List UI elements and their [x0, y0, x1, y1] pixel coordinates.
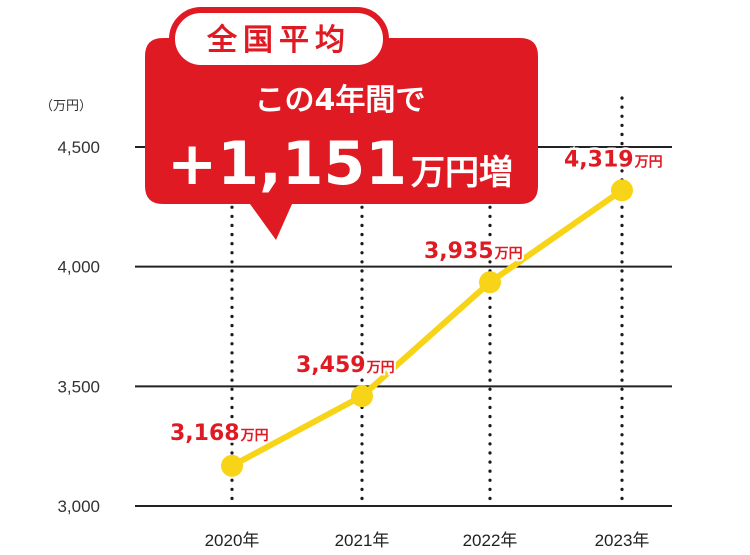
data-points [221, 179, 633, 477]
y-axis-unit-label: （万円） [40, 99, 92, 114]
callout-pill-text: 全国平均 [206, 23, 351, 58]
data-point [611, 179, 633, 202]
callout-subtitle: この4年間で [255, 83, 426, 118]
callout-headline: +1,151 万円増 [167, 129, 513, 199]
callout-pill [169, 7, 389, 71]
y-tick-label: 3,000 [57, 497, 100, 516]
y-tick-label: 4,000 [57, 258, 100, 277]
series-line [229, 187, 625, 469]
data-label: 3,168万円 [170, 421, 269, 446]
data-label: 3,459万円 [296, 353, 395, 378]
data-label-unit: 万円 [634, 154, 663, 170]
data-label-unit: 万円 [494, 246, 523, 262]
y-axis-tick-labels: 3,000 3,500 4,000 4,500 [57, 138, 100, 516]
data-label-value: 3,459 [296, 353, 366, 378]
callout-body [145, 38, 538, 240]
data-label-unit: 万円 [366, 360, 395, 376]
x-tick-label: 2021年 [335, 531, 390, 550]
x-tick-label: 2022年 [463, 531, 518, 550]
data-label-value: 3,168 [170, 421, 240, 446]
data-label: 4,319万円 [564, 147, 663, 172]
x-tick-label: 2023年 [595, 531, 650, 550]
data-point [221, 454, 243, 477]
data-label-unit: 万円 [240, 428, 269, 444]
data-point [479, 271, 501, 294]
data-label: 3,935万円 [424, 239, 523, 264]
callout-big-value: +1,151 [167, 129, 407, 199]
callout-bubble: 全国平均 この4年間で +1,151 万円増 [145, 7, 538, 240]
y-tick-label: 3,500 [57, 377, 100, 396]
callout-big-unit: 万円増 [411, 153, 513, 193]
y-tick-label: 4,500 [57, 138, 100, 157]
x-axis-tick-labels: 2020年 2021年 2022年 2023年 [205, 531, 650, 550]
data-label-value: 3,935 [424, 239, 494, 264]
data-point [351, 385, 373, 408]
data-label-value: 4,319 [564, 147, 634, 172]
x-tick-label: 2020年 [205, 531, 260, 550]
